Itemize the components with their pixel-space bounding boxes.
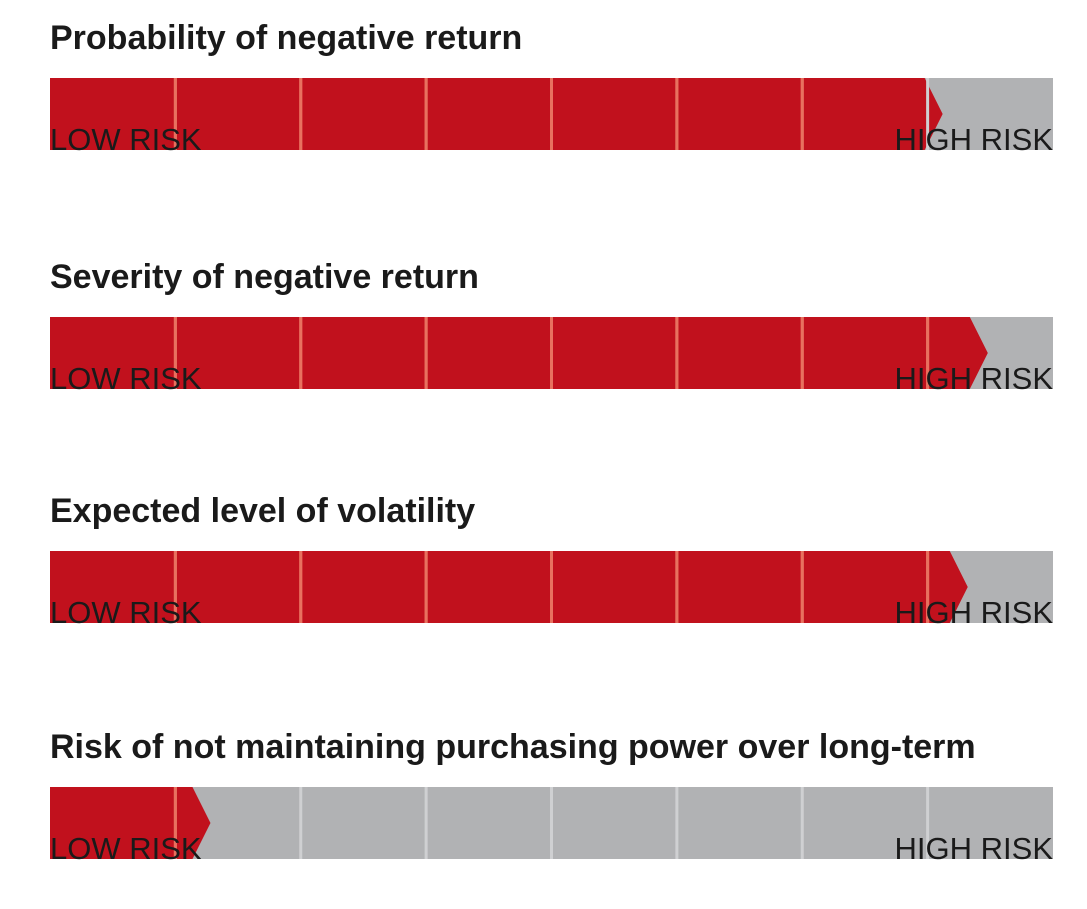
low-risk-label: LOW RISK <box>50 831 202 866</box>
high-risk-label: HIGH RISK <box>894 122 1053 157</box>
high-risk-label: HIGH RISK <box>894 831 1053 866</box>
high-risk-label: HIGH RISK <box>894 361 1053 396</box>
gauge-title: Risk of not maintaining purchasing power… <box>50 728 976 766</box>
high-risk-label: HIGH RISK <box>894 595 1053 630</box>
low-risk-label: LOW RISK <box>50 122 202 157</box>
low-risk-label: LOW RISK <box>50 361 202 396</box>
gauge-bar <box>50 317 1053 389</box>
low-risk-label: LOW RISK <box>50 595 202 630</box>
gauge-title: Severity of negative return <box>50 258 479 296</box>
gauge-fill-arrow <box>50 78 943 150</box>
gauge-bar <box>50 551 1053 623</box>
gauge-bar <box>50 787 1053 859</box>
gauge-bar <box>50 78 1053 150</box>
gauge-fill-arrow <box>50 551 968 623</box>
gauge-fill-arrow <box>50 317 988 389</box>
gauge-fill-arrow <box>50 787 211 859</box>
gauge-title: Expected level of volatility <box>50 492 476 530</box>
gauge-title: Probability of negative return <box>50 19 523 57</box>
